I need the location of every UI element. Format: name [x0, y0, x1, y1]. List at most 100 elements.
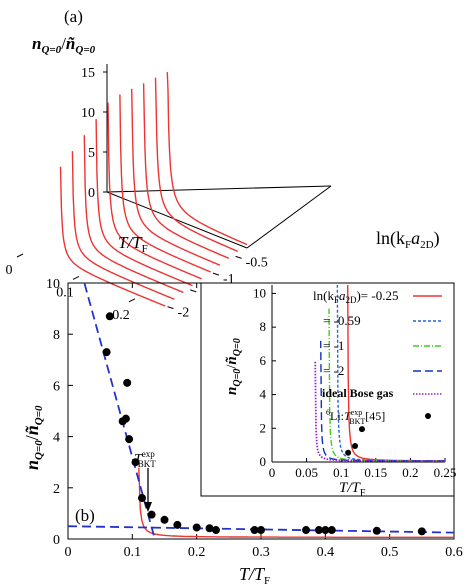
b-data-point	[105, 312, 114, 321]
inset-y-tick-label: 0	[260, 454, 267, 469]
b-x-tick-label: 0.4	[317, 545, 335, 560]
panel-a-curves	[59, 72, 248, 307]
b-data-point	[327, 526, 336, 535]
panel-b-ticks: 0 0.1 0.2 0.3 0.4 0.5 0.6 0 2 4 6 8 10	[46, 277, 463, 560]
b-x-tick-label: 0.3	[252, 545, 270, 560]
inset-x-tick-label: 0	[269, 465, 276, 480]
b-data-point	[102, 348, 111, 357]
a-z-tick-label: -0.5	[246, 255, 268, 270]
a-z-tick	[235, 255, 242, 259]
panel-b: 0 0.1 0.2 0.3 0.4 0.5 0.6 0 2 4 6 8 10 (b) Texp BKT n…	[22, 277, 463, 587]
b-theory-curve	[138, 467, 454, 538]
b-data-point	[302, 526, 311, 535]
b-data-point	[147, 510, 156, 519]
inset-y-title: nQ=0/ñQ=0	[224, 338, 243, 395]
b-data-point	[417, 527, 426, 536]
panel-a-x-axis	[106, 191, 248, 249]
a-y-tick-label: 10	[81, 106, 95, 121]
inset-x-tick-label: 0.15	[364, 465, 387, 480]
b-data-point	[321, 526, 330, 535]
a-z-tick	[190, 289, 197, 293]
a-x-tick	[128, 298, 136, 303]
inset-curves	[314, 285, 445, 462]
inset-legend: ln(kFa2D)= -0.25 = -0.59 = -1 = -2 ideal…	[313, 288, 442, 426]
b-data-point	[250, 526, 259, 535]
b-data-point	[257, 526, 265, 535]
a-z-tick	[212, 272, 220, 276]
a-z-tick-label: -2	[178, 306, 190, 321]
b-data-point	[173, 520, 182, 529]
a-x-tick-label: 0.1	[56, 285, 74, 300]
inset-x-tick-label: 0.05	[295, 465, 318, 480]
b-data-point	[137, 494, 146, 503]
a-curve-8	[71, 151, 175, 300]
b-x-tick-label: 0.2	[188, 545, 206, 560]
inset-x-title: T/TF	[339, 480, 366, 499]
a-curve-5	[107, 102, 202, 280]
b-x-tick-label: 0	[65, 545, 72, 560]
a-y-tick-label: 5	[88, 146, 95, 161]
b-data-point	[205, 524, 214, 533]
b-y-tick-label: 2	[53, 482, 60, 497]
inset-points	[345, 426, 365, 456]
tbkt-annotation: Texp BKT	[134, 449, 156, 469]
b-x-tick-label: 0.5	[381, 545, 399, 560]
a-curve-0	[166, 72, 248, 246]
inset-chart: 0 0.05 0.1 0.15 0.2 0.25 0 2 4 6 8 10 nQ=0/ñQ=0 T/T…	[200, 282, 456, 499]
inset-data-point	[358, 426, 365, 433]
a-z-tick-label: -1	[223, 272, 235, 287]
panel-b-y-title: nQ=0/ñQ=0	[22, 405, 45, 470]
legend-label-4: ideal Bose gas	[322, 386, 394, 400]
a-y-tick-label: 0	[88, 186, 95, 201]
b-data-point	[125, 435, 134, 444]
b-data-point	[211, 526, 220, 535]
b-data-point	[160, 515, 169, 524]
panel-a-label: (a)	[64, 7, 83, 26]
b-y-tick-label: 4	[53, 431, 60, 446]
inset-x-tick-label: 0.1	[333, 465, 349, 480]
inset-y-tick-label: 10	[253, 285, 266, 300]
legend-swatch-5	[425, 413, 431, 419]
b-y-tick-label: 10	[46, 277, 60, 292]
b-y-tick-label: 0	[53, 533, 60, 548]
panel-b-x-title: T/TF	[239, 564, 270, 587]
panel-a-x-ticks: 0 0.1 0.2	[6, 253, 136, 323]
b-fit-flat	[68, 525, 454, 534]
inset-curve-3	[320, 340, 445, 462]
a-x-tick-label: 0.2	[112, 308, 130, 323]
a-curve-9	[59, 166, 166, 307]
legend-label-5: 6Li:Texp BKT[45]	[326, 408, 385, 426]
inset-curve-4	[314, 360, 445, 462]
legend-label-1: = -0.59	[323, 313, 361, 328]
b-data-point	[123, 378, 132, 387]
inset-x-tick-label: 0.2	[402, 465, 418, 480]
b-y-tick-label: 6	[53, 379, 60, 394]
b-x-tick-label: 0.1	[124, 545, 142, 560]
inset-x-tick-label: 0.25	[434, 465, 457, 480]
a-curve-6	[95, 119, 193, 287]
a-curve-1	[154, 77, 239, 253]
a-x-tick-label: 0	[6, 263, 13, 278]
inset-y-tick-label: 6	[260, 353, 267, 368]
panel-a-back-edge	[106, 185, 332, 193]
inset-data-point	[352, 442, 359, 449]
b-data-point	[131, 458, 140, 467]
inset-y-tick-label: 4	[260, 387, 267, 402]
inset-y-tick-label: 2	[260, 420, 267, 435]
b-y-tick-label: 8	[53, 328, 60, 343]
a-curve-7	[83, 135, 184, 294]
inset-data-point	[345, 449, 352, 456]
legend-label-0: ln(kFa2D)= -0.25	[313, 288, 398, 305]
a-x-tick	[16, 253, 24, 258]
inset-ticks: 0 0.05 0.1 0.15 0.2 0.25 0 2 4 6 8 10	[253, 285, 456, 480]
a-curve-4	[119, 94, 211, 273]
a-z-tick	[167, 306, 174, 310]
panel-a-y-title: nQ=0/ñQ=0	[32, 34, 96, 56]
panel-b-points	[102, 312, 426, 536]
b-data-point	[314, 526, 323, 535]
legend-label-2: = -1	[323, 338, 344, 353]
panel-b-label: (b)	[75, 506, 95, 525]
inset-y-tick-label: 8	[260, 319, 267, 334]
panel-a-z-axis	[246, 185, 332, 249]
